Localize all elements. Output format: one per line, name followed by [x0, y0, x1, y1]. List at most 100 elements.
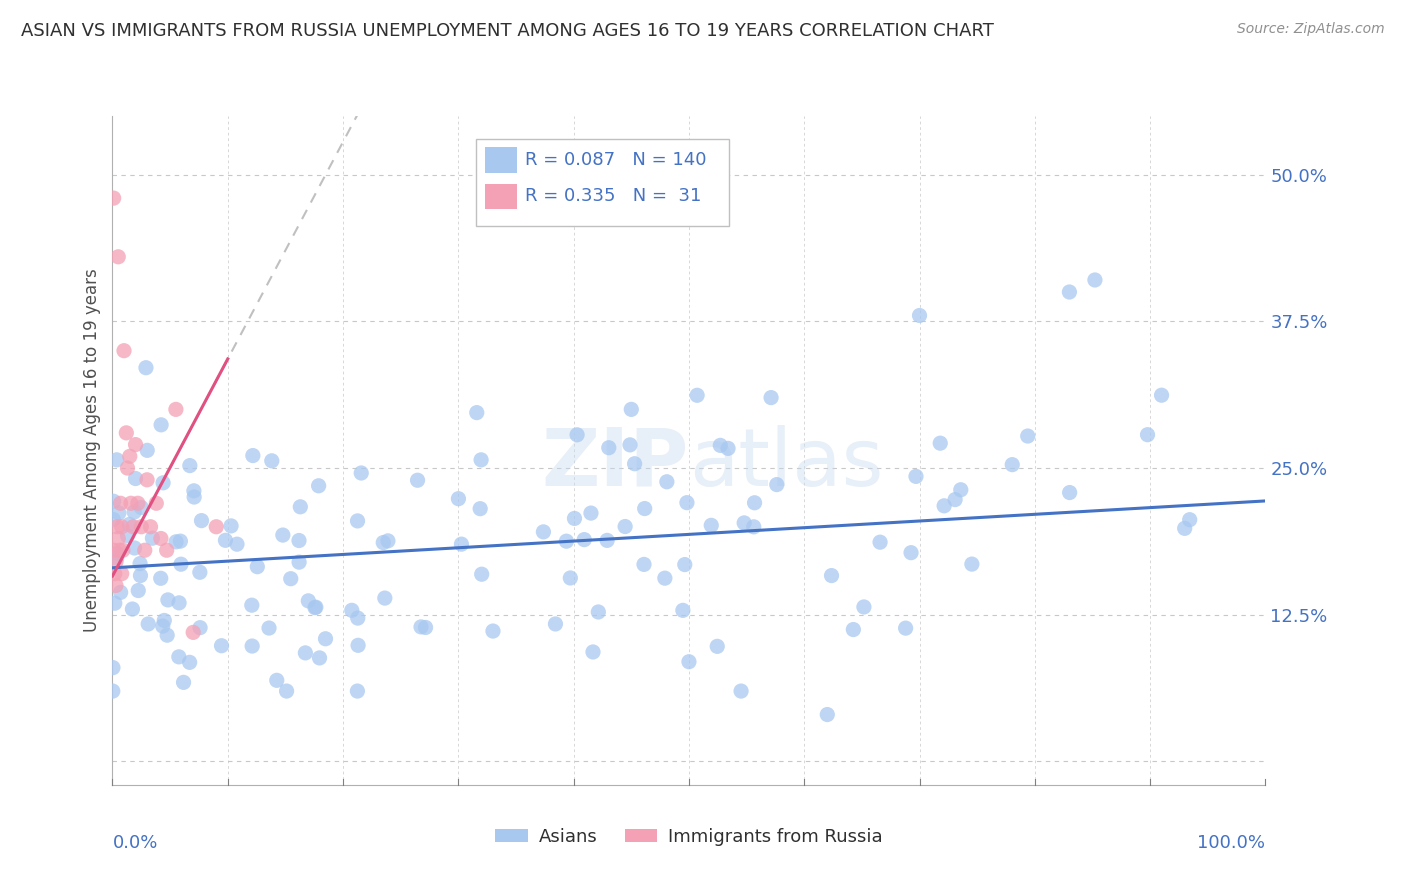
Point: [346, 514, 368, 528]
Point: [135, 360, 157, 375]
Point: [127, 583, 149, 598]
Point: [276, 684, 298, 698]
Point: [104, 578, 127, 592]
Point: [105, 453, 128, 467]
Point: [1017, 429, 1039, 443]
Point: [700, 518, 723, 533]
Point: [717, 442, 740, 456]
Point: [582, 645, 605, 659]
Point: [107, 546, 129, 560]
Point: [305, 600, 328, 615]
Point: [129, 500, 152, 515]
Point: [121, 602, 143, 616]
Point: [531, 524, 554, 539]
Point: [101, 684, 124, 698]
Point: [676, 496, 699, 510]
Point: [173, 675, 195, 690]
Point: [579, 506, 602, 520]
Point: [672, 603, 695, 617]
Point: [908, 309, 931, 323]
Point: [949, 483, 972, 497]
Point: [246, 559, 269, 574]
Point: [340, 603, 363, 617]
Point: [377, 533, 399, 548]
Point: [297, 594, 319, 608]
Point: [107, 532, 129, 546]
Point: [623, 457, 645, 471]
Point: [673, 558, 696, 572]
Point: [112, 343, 135, 358]
Point: [288, 555, 311, 569]
Point: [124, 437, 146, 451]
Point: [111, 566, 134, 581]
Point: [219, 519, 242, 533]
Point: [257, 621, 280, 635]
Point: [145, 496, 167, 510]
Point: [105, 551, 128, 566]
Point: [470, 501, 492, 516]
Point: [852, 599, 875, 614]
Point: [136, 443, 159, 458]
Point: [686, 388, 709, 402]
Point: [103, 191, 125, 205]
Point: [555, 534, 578, 549]
Point: [373, 535, 395, 549]
Text: 100.0%: 100.0%: [1198, 834, 1265, 852]
Point: [260, 454, 283, 468]
Point: [165, 402, 187, 417]
Text: R = 0.087   N = 140: R = 0.087 N = 140: [526, 151, 707, 169]
Point: [104, 555, 127, 569]
Point: [470, 453, 492, 467]
Point: [242, 449, 264, 463]
Point: [588, 605, 610, 619]
Point: [815, 707, 838, 722]
Point: [271, 528, 294, 542]
Point: [350, 466, 373, 480]
Point: [820, 568, 842, 582]
Point: [136, 473, 159, 487]
Point: [869, 535, 891, 549]
Point: [183, 490, 205, 504]
Point: [564, 511, 586, 525]
Point: [266, 673, 288, 688]
Point: [744, 496, 766, 510]
Point: [294, 646, 316, 660]
Point: [614, 519, 637, 533]
Point: [129, 557, 152, 571]
Point: [304, 600, 326, 615]
Point: [183, 483, 205, 498]
Point: [117, 529, 139, 543]
Point: [110, 496, 132, 510]
Point: [1001, 458, 1024, 472]
Point: [108, 506, 131, 520]
Point: [188, 566, 211, 580]
Point: [117, 461, 139, 475]
Point: [111, 543, 134, 558]
Point: [104, 596, 127, 610]
Point: [129, 520, 153, 534]
Point: [179, 458, 201, 473]
Point: [633, 558, 655, 572]
Point: [179, 656, 201, 670]
Point: [409, 620, 432, 634]
Text: ASIAN VS IMMIGRANTS FROM RUSSIA UNEMPLOYMENT AMONG AGES 16 TO 19 YEARS CORRELATI: ASIAN VS IMMIGRANTS FROM RUSSIA UNEMPLOY…: [21, 22, 994, 40]
Point: [288, 533, 311, 548]
Point: [103, 543, 125, 558]
Point: [1084, 273, 1107, 287]
Point: [181, 625, 204, 640]
Point: [108, 543, 131, 558]
Y-axis label: Unemployment Among Ages 16 to 19 years: Unemployment Among Ages 16 to 19 years: [83, 268, 101, 632]
Point: [156, 543, 179, 558]
Point: [115, 425, 138, 440]
Point: [120, 496, 142, 510]
Point: [156, 628, 179, 642]
FancyBboxPatch shape: [485, 147, 517, 173]
Point: [118, 517, 141, 532]
Point: [190, 514, 212, 528]
Point: [709, 438, 731, 452]
Point: [904, 469, 927, 483]
Text: 0.0%: 0.0%: [112, 834, 157, 852]
Point: [134, 543, 156, 558]
Point: [315, 632, 337, 646]
Point: [759, 391, 782, 405]
